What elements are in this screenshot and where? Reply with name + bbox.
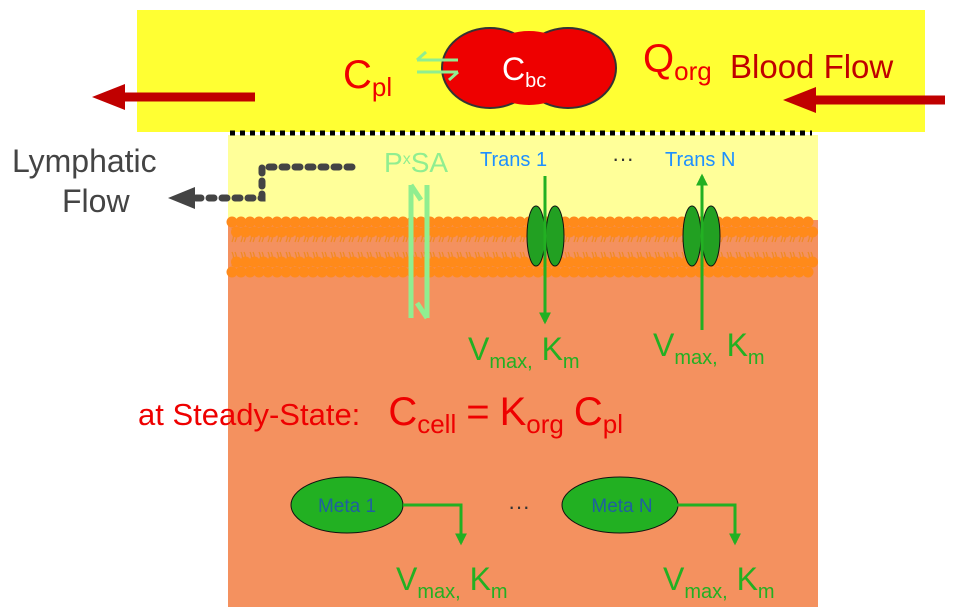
lymphatic-label: Lymphatic	[12, 143, 157, 179]
transporter-label: Trans N	[665, 149, 735, 171]
enzyme-label: Meta N	[591, 496, 652, 517]
diagram: Cpl Cbc Qorg Blood Flow Lymphatic Flow P…	[0, 0, 967, 607]
lymphatic-label: Flow	[62, 183, 130, 219]
enzyme-label: Meta 1	[318, 496, 376, 517]
arrowhead	[168, 187, 195, 209]
arrowhead	[92, 84, 125, 110]
blood-flow: Blood Flow	[730, 48, 893, 85]
lipid	[807, 227, 818, 238]
transporter-label: Trans 1	[480, 149, 547, 171]
lipid	[807, 257, 818, 268]
permeability: PxSA	[384, 147, 448, 178]
lipid	[803, 267, 814, 278]
interstitial	[228, 135, 818, 220]
blood-cell	[442, 28, 616, 108]
ellipsis: ···	[612, 146, 634, 171]
ellipsis: ···	[508, 494, 530, 519]
lipid	[803, 217, 814, 228]
